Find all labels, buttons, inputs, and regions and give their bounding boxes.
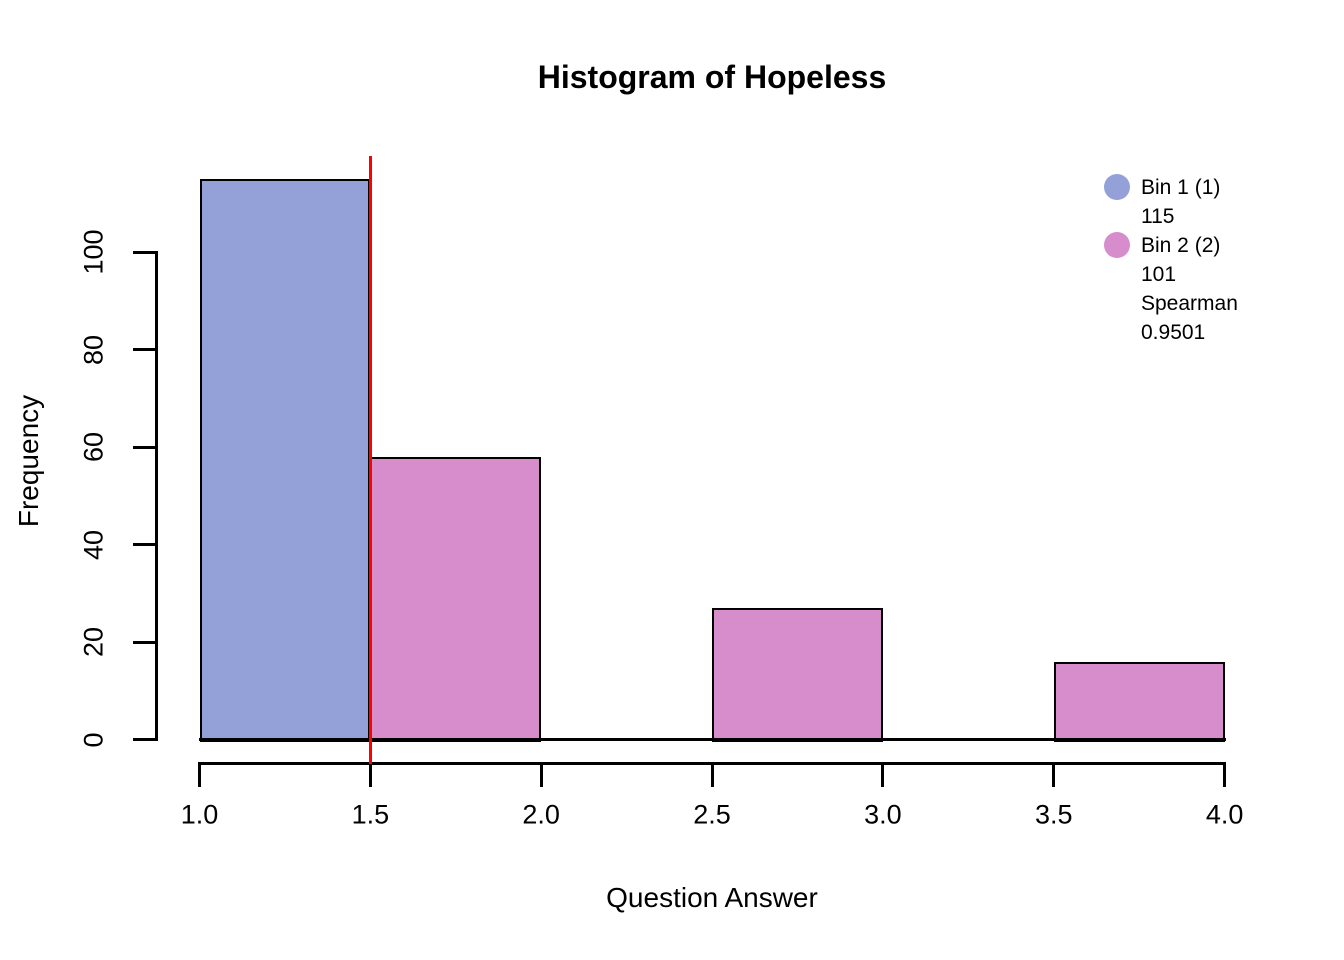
legend-line: Bin 2 (2) <box>1141 234 1221 257</box>
legend-line: Spearman <box>1141 292 1238 315</box>
x-tick <box>1052 763 1056 787</box>
chart-title: Histogram of Hopeless <box>537 59 887 95</box>
y-tick <box>133 348 156 351</box>
y-tick <box>133 640 156 644</box>
x-tick <box>881 763 885 787</box>
x-tick <box>1223 763 1227 787</box>
y-tick-label: 60 <box>78 431 109 463</box>
legend-swatch-icon <box>1104 174 1130 200</box>
x-tick-label: 1.0 <box>180 799 219 830</box>
y-tick <box>133 543 156 546</box>
y-tick-label: 100 <box>78 229 109 275</box>
legend-line: Bin 1 (1) <box>1141 176 1221 199</box>
x-tick-label: 3.0 <box>864 799 902 830</box>
legend-entry: Bin 1 (1) 115 <box>1104 173 1238 231</box>
y-axis-title: Frequency <box>13 394 44 528</box>
x-tick-label: 4.0 <box>1205 799 1244 830</box>
x-axis-title: Question Answer <box>606 882 818 913</box>
legend-lines: Bin 1 (1) 115 <box>1141 173 1220 231</box>
y-tick-label: 40 <box>78 529 109 560</box>
legend-swatch-icon <box>1104 232 1130 258</box>
legend-line: 115 <box>1141 205 1175 228</box>
y-tick <box>133 250 156 254</box>
reference-line <box>368 156 372 764</box>
legend-entry: Bin 2 (2) 101 Spearman 0.9501 <box>1104 231 1238 347</box>
y-tick-label: 20 <box>78 626 109 658</box>
y-tick <box>133 445 156 449</box>
x-tick <box>198 763 201 787</box>
y-tick-label: 0 <box>78 731 109 748</box>
y-tick <box>133 738 156 741</box>
x-tick <box>368 763 372 787</box>
histogram-bar <box>712 607 883 742</box>
legend-line: 101 <box>1141 263 1177 286</box>
x-tick-label: 2.0 <box>522 799 560 830</box>
x-tick-label: 1.5 <box>351 799 390 830</box>
histogram-bar <box>1053 661 1225 742</box>
histogram-bar <box>370 456 542 742</box>
y-tick-label: 80 <box>78 334 109 365</box>
legend: Bin 1 (1) 115 Bin 2 (2) 101 Spearman 0.9501 <box>1104 173 1238 347</box>
x-tick <box>539 763 543 787</box>
x-tick <box>710 763 714 787</box>
y-axis-line <box>154 250 158 741</box>
legend-line: 0.9501 <box>1141 321 1206 344</box>
histogram-bar <box>199 178 371 742</box>
x-tick-label: 2.5 <box>693 799 731 830</box>
x-tick-label: 3.5 <box>1034 799 1073 830</box>
legend-lines: Bin 2 (2) 101 Spearman 0.9501 <box>1141 231 1238 347</box>
histogram-baseline <box>198 737 1226 741</box>
